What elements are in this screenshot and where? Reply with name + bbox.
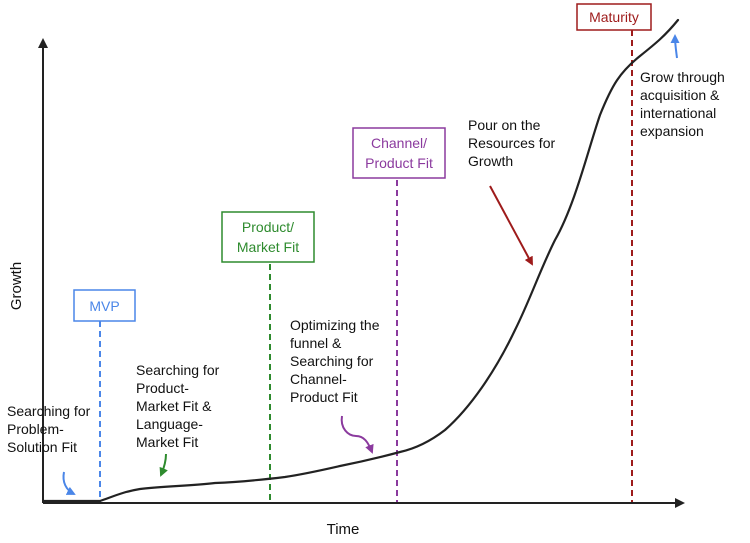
milestone-channel-product-fit: Channel/ Product Fit [352, 127, 446, 179]
x-axis-label: Time [327, 521, 360, 538]
note-line: Searching for [136, 362, 220, 378]
note-product-market: Searching for Product- Market Fit & Lang… [136, 362, 220, 450]
note-acquisition: Grow through acquisition & international… [640, 69, 725, 139]
note-line: expansion [640, 123, 704, 139]
note-resources: Pour on the Resources for Growth [468, 117, 555, 169]
note-line: Product- [136, 380, 189, 396]
milestone-maturity: Maturity [576, 3, 652, 31]
arrow-resources [489, 185, 533, 266]
note-line: Optimizing the [290, 317, 380, 333]
note-line: Channel- [290, 371, 347, 387]
arrow-problem-solution [62, 471, 76, 495]
milestone-label: MVP [89, 298, 119, 314]
milestone-label: Channel/ [371, 135, 427, 151]
note-funnel: Optimizing the funnel & Searching for Ch… [290, 317, 380, 405]
note-line: Growth [468, 153, 513, 169]
note-line: Searching for [290, 353, 374, 369]
note-line: acquisition & [640, 87, 720, 103]
note-line: Pour on the [468, 117, 541, 133]
milestone-label: Product/ [242, 219, 294, 235]
note-line: Product Fit [290, 389, 358, 405]
note-line: Resources for [468, 135, 555, 151]
note-line: Searching for [7, 403, 91, 419]
milestone-label: Market Fit [237, 239, 299, 255]
note-line: funnel & [290, 335, 342, 351]
note-line: international [640, 105, 716, 121]
note-line: Problem- [7, 421, 64, 437]
note-line: Solution Fit [7, 439, 77, 455]
growth-curve [42, 18, 680, 503]
note-line: Language- [136, 416, 203, 432]
milestone-product-market-fit: Product/ Market Fit [221, 211, 315, 263]
arrow-acquisition [670, 34, 680, 59]
y-axis-label: Growth [8, 262, 25, 310]
milestone-mvp: MVP [73, 289, 136, 322]
note-line: Market Fit & [136, 398, 212, 414]
arrow-product-market [159, 453, 168, 477]
milestone-label: Maturity [589, 9, 639, 25]
arrow-funnel [340, 415, 374, 454]
note-line: Market Fit [136, 434, 198, 450]
note-line: Grow through [640, 69, 725, 85]
note-problem-solution: Searching for Problem- Solution Fit [7, 403, 91, 455]
milestone-label: Product Fit [365, 155, 433, 171]
